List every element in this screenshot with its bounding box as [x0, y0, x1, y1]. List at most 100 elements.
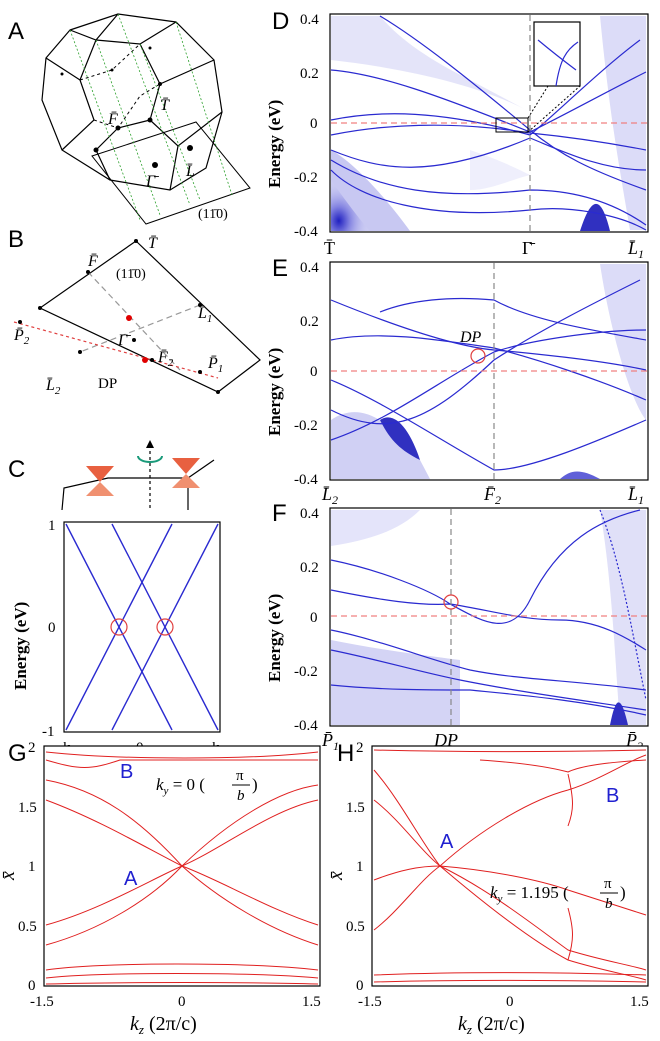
- sbz-label-f: F̄: [87, 253, 98, 270]
- d-xtick-t: T̄: [324, 238, 335, 258]
- f-xtick-p1: P̄1: [321, 730, 339, 753]
- bz-face-edge3: [95, 119, 151, 181]
- g-ky-label: ky = 0 (: [156, 775, 205, 797]
- h-ky-close: ): [620, 883, 626, 902]
- bz-plane-label: (11̄0): [198, 207, 228, 222]
- d-inset: [533, 21, 581, 87]
- e-ytick-04: 0.4: [300, 260, 319, 276]
- g-ky-num: π: [236, 768, 244, 784]
- g-xtick-0: 0: [178, 994, 186, 1010]
- sbz-label-l2: L̄2: [45, 377, 61, 397]
- h-region-a: A: [440, 831, 454, 853]
- d-ylabel: Energy (eV): [265, 100, 284, 188]
- surface-bz-outline: [38, 240, 261, 393]
- h-ytick-05: 0.5: [346, 919, 365, 935]
- panel-h-frame: [371, 745, 649, 987]
- dp-point-upper: [126, 315, 132, 321]
- bz-face-edge4: [169, 145, 179, 191]
- h-xtick-m15: -1.5: [358, 994, 382, 1010]
- dirac-point-left: [110, 618, 128, 636]
- h-ylabel: x̄: [325, 871, 347, 881]
- f-xtick-dp: DP: [433, 730, 458, 750]
- projection-plane: [91, 121, 251, 225]
- surface-bz-points: [18, 239, 220, 394]
- h-ytick-15: 1.5: [346, 800, 365, 816]
- panel-f-bands: [330, 509, 647, 716]
- panel-letter-a: A: [8, 18, 25, 45]
- f-ytick-m02: -0.2: [294, 664, 318, 680]
- panel-d-bands: [330, 15, 647, 231]
- dp-line: [13, 321, 219, 379]
- e-dirac-point: [470, 348, 486, 364]
- e-xtick-f2: F̄2: [483, 484, 501, 507]
- e-xtick-l1: L̄1: [627, 484, 644, 507]
- f-ytick-m04: -0.4: [294, 718, 318, 734]
- bz-label-l: L̄: [185, 163, 195, 180]
- g-ylabel: x̄: [0, 871, 19, 881]
- e-dp-label: DP: [459, 329, 482, 346]
- panel-c-bands: [65, 523, 219, 731]
- g-region-b: B: [120, 761, 133, 783]
- g-ky-close: ): [252, 775, 258, 794]
- d-ytick-04: 0.4: [300, 12, 319, 28]
- c-ytick-m1: -1: [42, 724, 55, 740]
- dirac-point-right: [156, 618, 174, 636]
- g-xlabel: kz (2π/c): [130, 1013, 197, 1037]
- surface-sketch: [61, 459, 215, 511]
- projection-lines: [69, 13, 233, 221]
- h-xtick-15: 1.5: [630, 994, 649, 1010]
- panel-e-bands: [330, 279, 647, 471]
- c-ytick-0: 0: [48, 620, 56, 636]
- e-ylabel: Energy (eV): [265, 348, 284, 436]
- f-ytick-0: 0: [310, 610, 318, 626]
- h-xlabel: kz (2π/c): [458, 1013, 525, 1037]
- bz-face-edge5: [45, 39, 97, 81]
- sbz-label-f2: F̄2: [157, 349, 174, 369]
- h-ky-label: ky = 1.195 (: [490, 883, 569, 905]
- panel-g-wannier-centers: 2 1.5 1 0.5 0 -1.5 0 1.5 x̄ kz (2π/c) B …: [0, 740, 321, 1037]
- panel-c-dirac-schematic: 1 0 -1 -k 0 k Energy (eV): [11, 440, 221, 756]
- e-ytick-02: 0.2: [300, 314, 319, 330]
- sbz-label-gamma: Γ̄: [117, 332, 131, 349]
- e-ytick-m04: -0.4: [294, 472, 318, 488]
- g-region-a: A: [124, 868, 138, 890]
- panel-letter-b: B: [8, 226, 25, 253]
- panel-d-band-structure: 0.4 0.2 0 -0.2 -0.4 T̄ Γ̄ L̄1 Energy (eV…: [265, 12, 649, 261]
- panel-e-band-structure: DP 0.4 0.2 0 -0.2 -0.4 L̄2 F̄2 L̄1 Energ…: [265, 260, 649, 507]
- d-xtick-l1: L̄1: [627, 238, 644, 261]
- f-ylabel: Energy (eV): [265, 594, 284, 682]
- panel-letter-e: E: [272, 255, 289, 282]
- sbz-label-t: T̄: [148, 235, 158, 252]
- h-ytick-1: 1: [356, 859, 364, 875]
- bz-outline: [41, 13, 223, 191]
- bz-face-edge2: [149, 83, 223, 147]
- h-ky-num: π: [604, 876, 612, 892]
- h-ytick-2: 2: [356, 740, 364, 756]
- rotation-arrow-icon: [137, 455, 163, 463]
- surface-bz-dashed: [79, 271, 201, 371]
- g-ytick-2: 2: [28, 740, 36, 756]
- h-ky-den: b: [605, 896, 613, 912]
- panel-letter-f: F: [272, 500, 287, 527]
- panel-h-wcc-lines: [373, 749, 647, 983]
- panel-c-frame: [63, 521, 221, 733]
- h-ytick-0: 0: [356, 978, 364, 994]
- bz-face-edge: [139, 43, 215, 85]
- g-ky-den: b: [237, 788, 245, 804]
- c-ylabel: Energy (eV): [11, 602, 30, 690]
- panel-a-brillouin-zone: T̄ F̄ Γ̄ L̄ (11̄0): [41, 13, 251, 225]
- dp-point-lower: [142, 357, 148, 363]
- g-ytick-1: 1: [28, 859, 36, 875]
- c-ytick-1: 1: [48, 518, 56, 534]
- sbz-label-l1: L̄1: [197, 305, 212, 325]
- bz-points: [60, 46, 193, 168]
- e-xtick-l2: L̄2: [321, 484, 338, 507]
- sbz-label-p1: P̄1: [207, 355, 223, 375]
- sbz-label-p2: P̄2: [13, 327, 30, 347]
- panel-letter-g: G: [8, 740, 27, 767]
- f-ytick-04: 0.4: [300, 506, 319, 522]
- f-dirac-point: [443, 594, 459, 610]
- g-ytick-05: 0.5: [18, 919, 37, 935]
- d-xtick-gamma: Γ̄: [522, 238, 535, 258]
